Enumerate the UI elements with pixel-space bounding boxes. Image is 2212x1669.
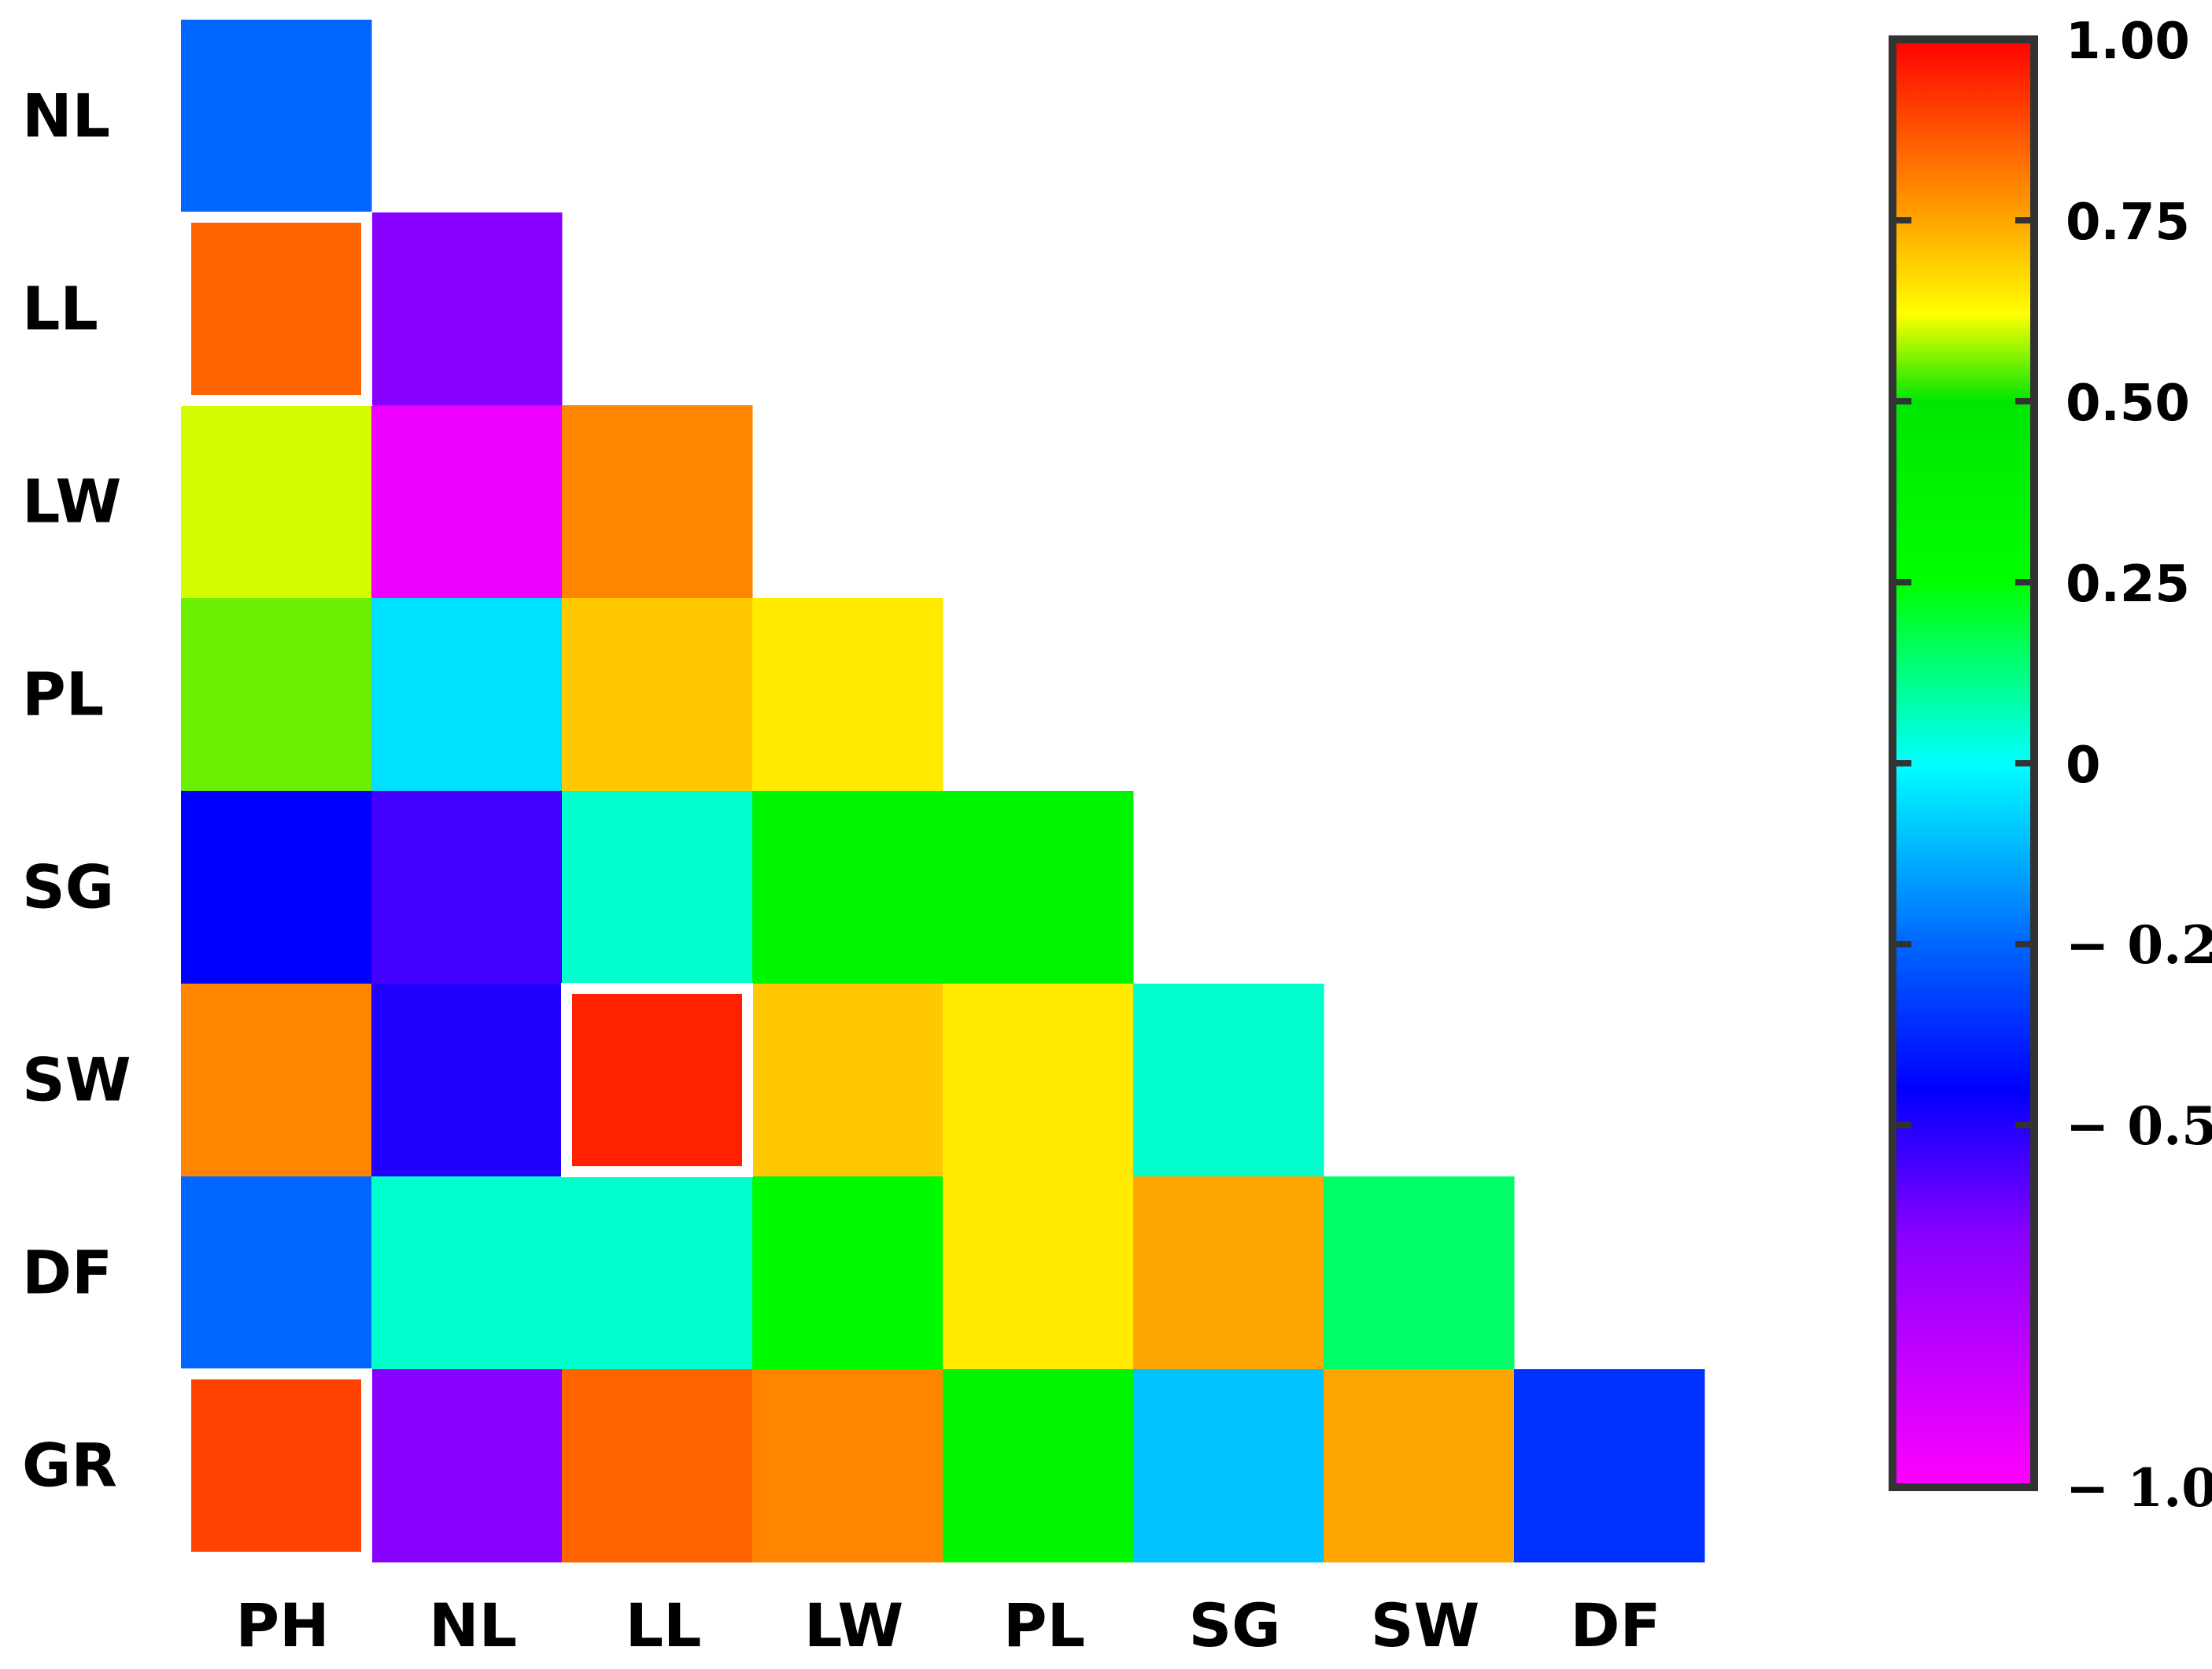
heatmap-cell-gr-pl xyxy=(943,1369,1134,1563)
col-label-sg: SG xyxy=(1188,1590,1280,1660)
highlight-ll-ph xyxy=(180,212,372,406)
row-label-nl: NL xyxy=(22,81,110,151)
col-label-nl: NL xyxy=(429,1590,517,1660)
heatmap-cell-df-ph xyxy=(181,1176,372,1370)
heatmap-cell-gr-sw xyxy=(1324,1369,1515,1563)
heatmap-cell-lw-ph xyxy=(181,405,372,599)
heatmap-cell-pl-nl xyxy=(371,598,563,792)
heatmap-cell-df-lw xyxy=(752,1176,944,1370)
colorbar-tick-label: − 0.25 xyxy=(2066,914,2212,976)
heatmap-cell-gr-df xyxy=(1514,1369,1705,1563)
row-label-pl: PL xyxy=(22,659,104,729)
highlight-outlines xyxy=(180,212,753,1563)
row-label-gr: GR xyxy=(22,1431,117,1501)
heatmap-cell-sg-nl xyxy=(371,791,563,984)
col-label-ll: LL xyxy=(626,1590,702,1660)
heatmap-cell-ll-ph xyxy=(181,212,372,406)
colorbar-gradient xyxy=(1893,39,2034,1487)
heatmap-cell-gr-ph xyxy=(181,1369,372,1563)
heatmap-cell-sw-ll xyxy=(562,984,753,1177)
row-label-lw: LW xyxy=(22,467,121,537)
heatmap-cell-df-ll xyxy=(562,1176,753,1370)
colorbar-tick-label: 0 xyxy=(2066,737,2101,795)
highlight-sw-ll xyxy=(561,983,753,1177)
heatmap-cell-pl-lw xyxy=(752,598,944,792)
heatmap-cell-sw-nl xyxy=(371,984,563,1177)
heatmap-cell-lw-nl xyxy=(371,405,563,599)
heatmap-cell-df-sg xyxy=(1133,1176,1324,1370)
heatmap-cell-gr-nl xyxy=(371,1369,563,1563)
heatmap-cell-df-nl xyxy=(371,1176,563,1370)
heatmap-cell-sg-ll xyxy=(562,791,753,984)
row-label-ll: LL xyxy=(22,274,98,344)
colorbar-ticks: 1.00 0.75 0.50 0.25 0 − 0.25 − 0.50 − 1.00 xyxy=(1893,13,2212,1519)
col-label-pl: PL xyxy=(1003,1590,1085,1660)
colorbar-tick-label: 0.75 xyxy=(2066,194,2190,252)
colorbar: 1.00 0.75 0.50 0.25 0 − 0.25 − 0.50 − 1.00 xyxy=(1889,13,2212,1519)
column-labels: PH NL LL LW PL SG SW DF xyxy=(235,1590,1660,1660)
heatmap-cell-sw-ph xyxy=(181,984,372,1177)
col-label-df: DF xyxy=(1570,1590,1660,1660)
heatmap-cell-sw-pl xyxy=(943,984,1134,1177)
col-label-sw: SW xyxy=(1371,1590,1480,1660)
heatmap-cell-ll-nl xyxy=(371,212,563,406)
row-labels: NL LL LW PL SG SW DF GR xyxy=(22,81,131,1501)
heatmap-cell-gr-ll xyxy=(562,1369,753,1563)
highlight-gr-ph xyxy=(180,1368,372,1563)
heatmap-cell-gr-lw xyxy=(752,1369,944,1563)
col-label-ph: PH xyxy=(235,1590,329,1660)
row-label-df: DF xyxy=(22,1238,113,1308)
heatmap-cell-pl-ph xyxy=(181,598,372,792)
heatmap-cell-sg-lw xyxy=(752,791,944,984)
colorbar-tick-label: 0.50 xyxy=(2066,375,2190,433)
heatmap-cell-df-pl xyxy=(943,1176,1134,1370)
row-label-sw: SW xyxy=(22,1045,131,1115)
colorbar-tick-label: 1.00 xyxy=(2066,13,2190,71)
colorbar-tick-label: − 1.00 xyxy=(2066,1457,2212,1519)
heatmap-cell-sg-ph xyxy=(181,791,372,984)
heatmap-cell-pl-ll xyxy=(562,598,753,792)
heatmap-cell-lw-ll xyxy=(562,405,753,599)
colorbar-tick-label: 0.25 xyxy=(2066,556,2190,614)
heatmap-cell-sw-sg xyxy=(1133,984,1324,1177)
heatmap-cell-df-sw xyxy=(1324,1176,1515,1370)
heatmap-cell-gr-sg xyxy=(1133,1369,1324,1563)
colorbar-tick-label: − 0.50 xyxy=(2066,1095,2212,1157)
row-label-sg: SG xyxy=(22,852,114,922)
heatmap-cell-sw-lw xyxy=(752,984,944,1177)
heatmap-cell-nl-ph xyxy=(181,20,372,213)
heatmap-cells xyxy=(181,20,1705,1563)
col-label-lw: LW xyxy=(804,1590,903,1660)
heatmap-cell-sg-pl xyxy=(943,791,1134,984)
